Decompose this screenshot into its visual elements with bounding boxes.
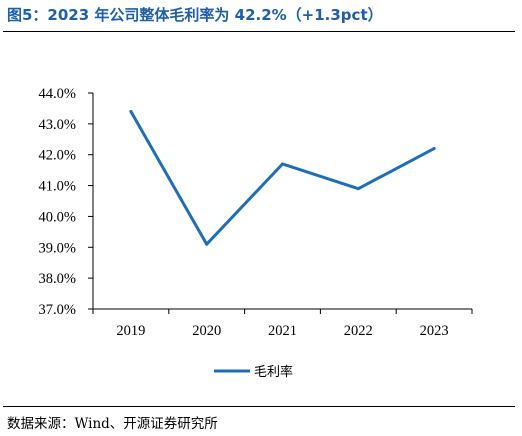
x-tick-label: 2022 xyxy=(344,323,373,339)
y-tick-label: 41.0% xyxy=(39,179,76,195)
series-layer xyxy=(129,110,436,246)
data-point xyxy=(281,162,284,166)
y-tick-label: 39.0% xyxy=(39,240,76,256)
source-divider xyxy=(3,406,515,407)
x-tick-label: 2023 xyxy=(420,323,449,339)
y-tick-label: 44.0% xyxy=(39,86,76,102)
data-point xyxy=(205,242,209,246)
x-tick-label: 2020 xyxy=(192,323,221,339)
title-divider xyxy=(3,31,515,32)
y-axis-ticks: 37.0% 38.0% 39.0% 40.0% 41.0% 42.0% 43.0% 44.0% xyxy=(39,86,93,318)
data-point xyxy=(432,147,436,151)
x-tick-label: 2019 xyxy=(116,323,145,339)
y-tick-label: 38.0% xyxy=(39,271,76,287)
legend: 毛利率 xyxy=(214,364,293,380)
y-tick-label: 43.0% xyxy=(39,117,76,133)
x-tick-label: 2021 xyxy=(268,323,297,339)
y-tick-label: 40.0% xyxy=(39,209,76,225)
data-point xyxy=(129,110,133,114)
figure-title: 图5：2023 年公司整体毛利率为 42.2%（+1.3pct） xyxy=(7,6,383,24)
data-point xyxy=(356,187,360,191)
legend-label: 毛利率 xyxy=(254,364,293,380)
series-line xyxy=(129,110,436,246)
source-note: 数据来源：Wind、开源证券研究所 xyxy=(7,416,218,432)
y-tick-label: 42.0% xyxy=(39,148,76,164)
y-tick-label: 37.0% xyxy=(39,302,76,318)
x-axis-ticks: 2019 2020 2021 2022 2023 xyxy=(92,309,473,339)
